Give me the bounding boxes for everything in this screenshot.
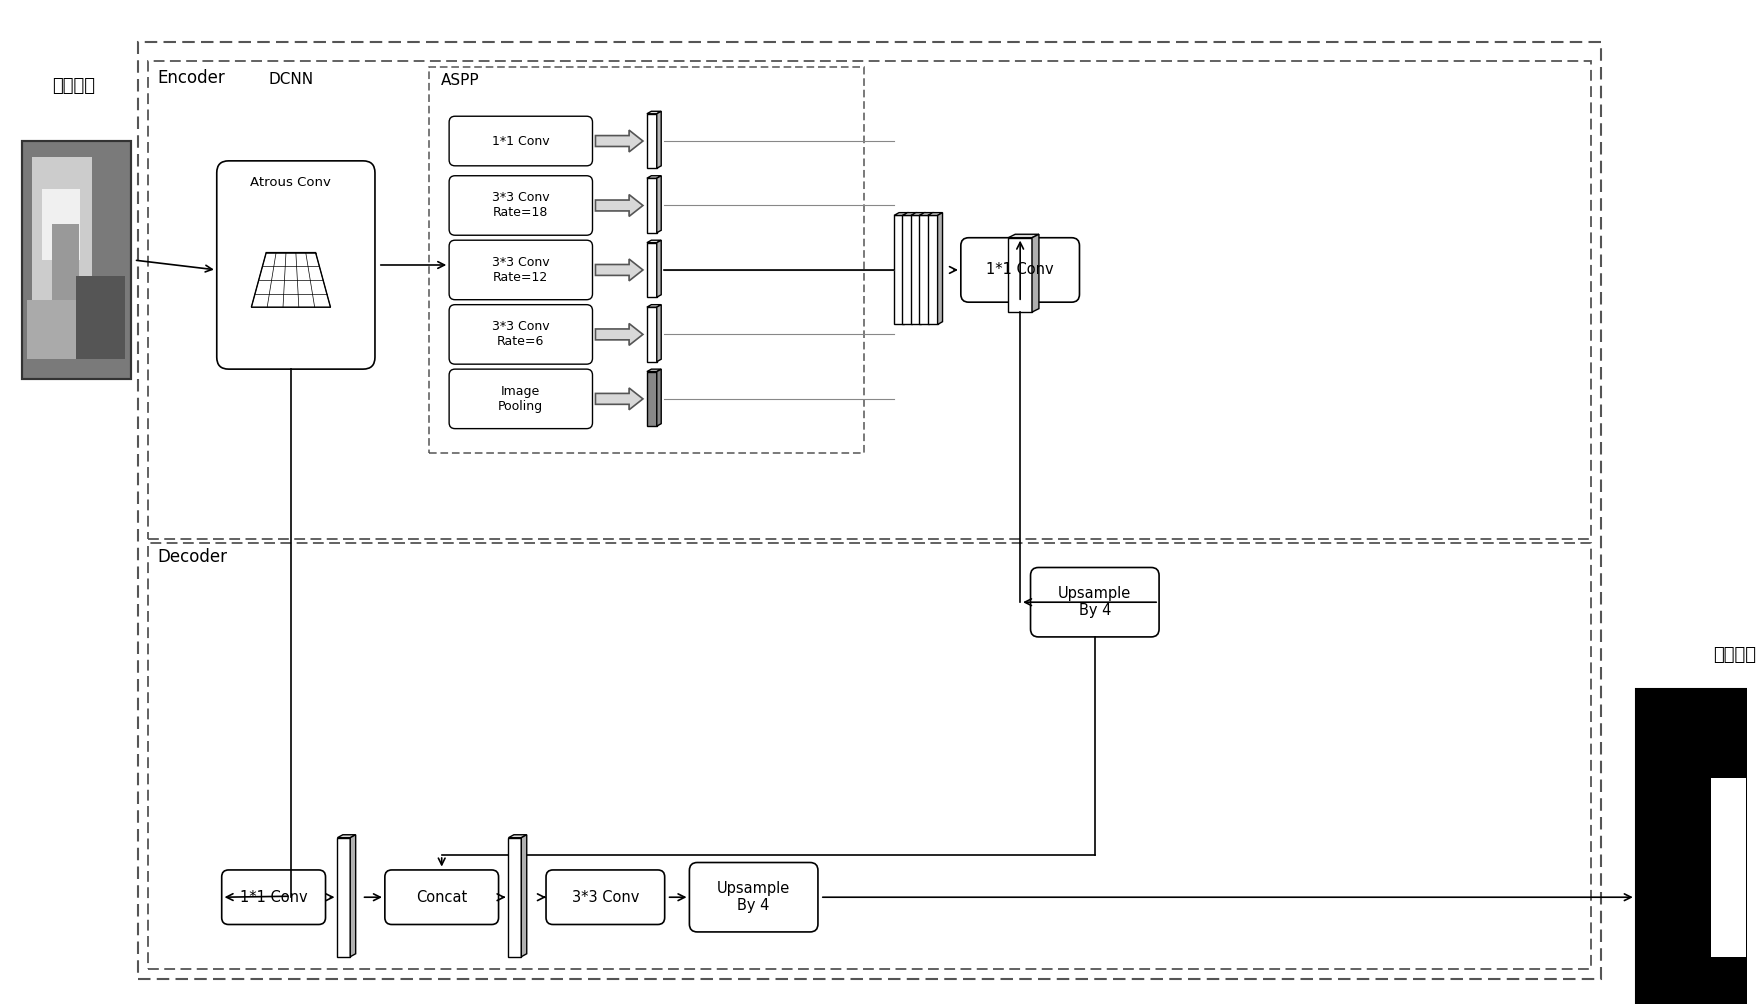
- Bar: [337, 838, 351, 957]
- Polygon shape: [596, 259, 643, 281]
- Text: 3*3 Conv
Rate=6: 3*3 Conv Rate=6: [492, 321, 550, 349]
- Polygon shape: [904, 213, 910, 325]
- Bar: [508, 838, 522, 957]
- Polygon shape: [658, 111, 661, 168]
- Polygon shape: [337, 835, 356, 838]
- Text: Upsample
By 4: Upsample By 4: [718, 881, 790, 913]
- Polygon shape: [927, 213, 943, 216]
- Bar: [430, 67, 864, 454]
- Polygon shape: [647, 369, 661, 372]
- Text: 3*3 Conv: 3*3 Conv: [571, 890, 638, 905]
- Polygon shape: [658, 369, 661, 426]
- Polygon shape: [1031, 234, 1038, 312]
- Text: 1*1 Conv: 1*1 Conv: [492, 134, 550, 147]
- Polygon shape: [596, 195, 643, 217]
- Bar: [903, 216, 913, 325]
- Polygon shape: [658, 240, 661, 297]
- Bar: [76, 276, 125, 359]
- FancyBboxPatch shape: [222, 870, 326, 924]
- FancyBboxPatch shape: [384, 870, 499, 924]
- Polygon shape: [351, 835, 356, 957]
- Text: Decoder: Decoder: [157, 547, 227, 565]
- Text: ASPP: ASPP: [441, 73, 480, 88]
- Polygon shape: [658, 304, 661, 362]
- Polygon shape: [658, 175, 661, 233]
- Polygon shape: [508, 835, 527, 838]
- Bar: [927, 216, 938, 325]
- Bar: [1710, 778, 1747, 957]
- Text: 1*1 Conv: 1*1 Conv: [986, 262, 1054, 277]
- Polygon shape: [911, 213, 926, 216]
- Polygon shape: [920, 213, 926, 325]
- Bar: [647, 178, 658, 233]
- Polygon shape: [522, 835, 527, 957]
- Bar: [647, 307, 658, 362]
- Bar: [32, 157, 92, 299]
- FancyBboxPatch shape: [961, 238, 1079, 302]
- Bar: [919, 216, 929, 325]
- Bar: [148, 60, 1592, 538]
- Polygon shape: [938, 213, 943, 325]
- Bar: [647, 114, 658, 168]
- Text: 预测图像: 预测图像: [1714, 646, 1756, 664]
- Polygon shape: [252, 253, 330, 307]
- Polygon shape: [647, 175, 661, 178]
- Bar: [647, 372, 658, 426]
- Polygon shape: [894, 213, 910, 216]
- Bar: [911, 216, 920, 325]
- FancyBboxPatch shape: [547, 870, 665, 924]
- Text: 1*1 Conv: 1*1 Conv: [240, 890, 307, 905]
- Polygon shape: [919, 213, 934, 216]
- Bar: [21, 141, 130, 379]
- Bar: [51, 225, 79, 320]
- FancyBboxPatch shape: [217, 161, 376, 369]
- Text: Encoder: Encoder: [157, 69, 226, 87]
- Text: Image
Pooling: Image Pooling: [499, 385, 543, 413]
- Text: 3*3 Conv
Rate=12: 3*3 Conv Rate=12: [492, 256, 550, 284]
- Bar: [21, 141, 130, 379]
- Bar: [26, 299, 102, 359]
- Bar: [1008, 238, 1031, 312]
- Polygon shape: [596, 324, 643, 346]
- Text: Upsample
By 4: Upsample By 4: [1058, 586, 1132, 618]
- FancyBboxPatch shape: [450, 369, 592, 428]
- FancyBboxPatch shape: [450, 116, 592, 166]
- FancyBboxPatch shape: [450, 240, 592, 299]
- Bar: [42, 188, 79, 260]
- Bar: [647, 243, 658, 297]
- FancyBboxPatch shape: [1031, 568, 1158, 637]
- Text: Atrous Conv: Atrous Conv: [250, 175, 331, 188]
- Text: Concat: Concat: [416, 890, 467, 905]
- Bar: [894, 216, 904, 325]
- Polygon shape: [929, 213, 934, 325]
- Polygon shape: [647, 304, 661, 307]
- FancyBboxPatch shape: [689, 863, 818, 932]
- Polygon shape: [647, 240, 661, 243]
- Polygon shape: [1008, 234, 1038, 238]
- FancyBboxPatch shape: [450, 304, 592, 364]
- Polygon shape: [903, 213, 917, 216]
- FancyBboxPatch shape: [450, 175, 592, 235]
- Text: DCNN: DCNN: [268, 73, 314, 88]
- Polygon shape: [647, 111, 661, 114]
- Text: 原始图像: 原始图像: [51, 77, 95, 95]
- Polygon shape: [913, 213, 917, 325]
- Bar: [148, 542, 1592, 969]
- Bar: [138, 42, 1601, 979]
- Bar: [1636, 688, 1763, 1008]
- Text: 3*3 Conv
Rate=18: 3*3 Conv Rate=18: [492, 192, 550, 220]
- Polygon shape: [596, 130, 643, 152]
- Polygon shape: [596, 388, 643, 410]
